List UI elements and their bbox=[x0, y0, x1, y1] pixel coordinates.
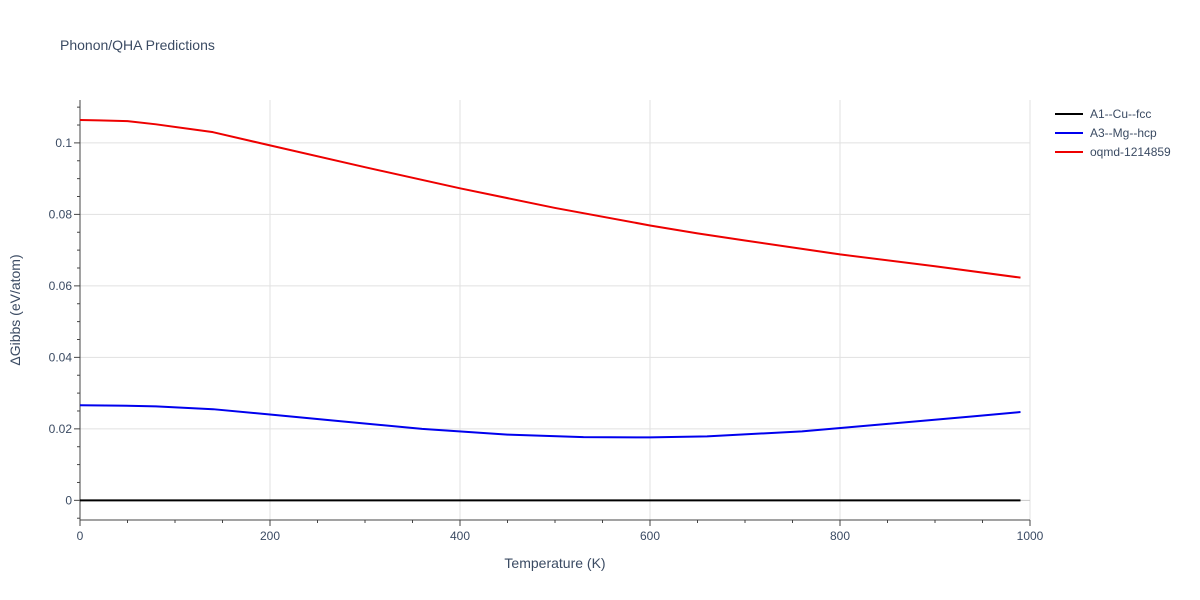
y-tick-label: 0.1 bbox=[55, 136, 72, 150]
x-tick-label: 400 bbox=[450, 529, 470, 543]
grid bbox=[80, 100, 1031, 520]
y-tick-label: 0.04 bbox=[49, 350, 73, 364]
legend-label: A1--Cu--fcc bbox=[1090, 107, 1151, 121]
y-axis-title: ΔGibbs (eV/atom) bbox=[7, 254, 23, 365]
legend-item[interactable]: A1--Cu--fcc bbox=[1055, 107, 1151, 121]
y-tick-label: 0 bbox=[65, 493, 72, 507]
series-group bbox=[79, 119, 1021, 502]
y-tick-label: 0.06 bbox=[49, 279, 73, 293]
axes: 0 200 400 600 800 1000 0 0.02 0.04 0.06 0.08 0.1 bbox=[49, 100, 1044, 543]
series-line-3[interactable] bbox=[79, 119, 1021, 279]
legend[interactable]: A1--Cu--fcc A3--Mg--hcp oqmd-1214859 bbox=[1055, 107, 1171, 159]
series-line-2[interactable] bbox=[79, 404, 1021, 439]
x-tick-label: 600 bbox=[640, 529, 660, 543]
legend-label: A3--Mg--hcp bbox=[1090, 126, 1157, 140]
x-tick-label: 1000 bbox=[1017, 529, 1044, 543]
x-tick-label: 800 bbox=[830, 529, 850, 543]
x-tick-label: 0 bbox=[77, 529, 84, 543]
legend-label: oqmd-1214859 bbox=[1090, 145, 1171, 159]
y-tick-label: 0.02 bbox=[49, 422, 73, 436]
y-tick-label: 0.08 bbox=[49, 207, 73, 221]
x-axis-title: Temperature (K) bbox=[504, 555, 605, 571]
chart-title: Phonon/QHA Predictions bbox=[60, 37, 215, 53]
legend-item[interactable]: oqmd-1214859 bbox=[1055, 145, 1171, 159]
x-tick-label: 200 bbox=[260, 529, 280, 543]
legend-item[interactable]: A3--Mg--hcp bbox=[1055, 126, 1157, 140]
